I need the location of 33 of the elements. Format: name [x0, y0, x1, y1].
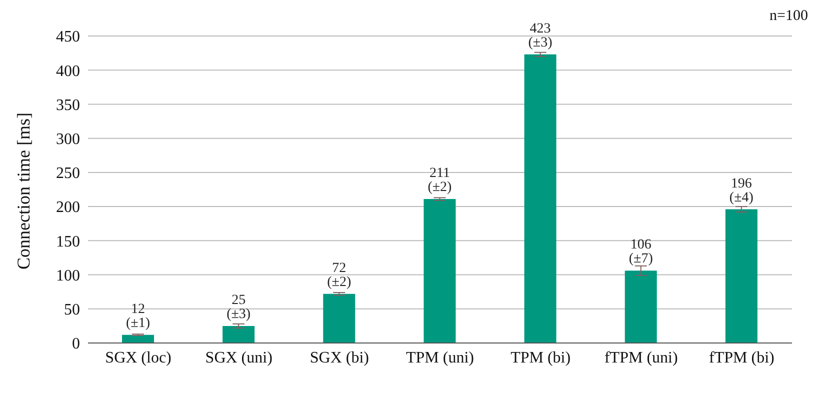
bar — [222, 326, 255, 343]
bar — [725, 209, 758, 343]
data-label: 12 (±1) — [126, 302, 150, 331]
x-tick-label: fTPM (bi) — [709, 349, 774, 366]
data-label: 211 (±2) — [428, 166, 452, 196]
y-tick-label: 400 — [56, 62, 80, 80]
y-tick-label: 100 — [56, 267, 80, 284]
data-label: 25 (±3) — [226, 292, 251, 322]
data-label: 72 (±2) — [327, 260, 352, 290]
bar — [323, 294, 356, 343]
y-tick-label: 0 — [72, 336, 80, 353]
data-label: 423 (±3) — [528, 21, 553, 50]
y-tick-label: 150 — [56, 233, 80, 250]
data-label: 106 (±7) — [628, 238, 654, 267]
x-tick-label: TPM (bi) — [510, 349, 571, 366]
bar — [424, 199, 456, 343]
y-tick-label: 200 — [56, 199, 80, 216]
x-tick-label: SGX (bi) — [310, 349, 369, 366]
x-tick-label: fTPM (uni) — [604, 349, 678, 366]
x-tick-label: SGX (uni) — [205, 349, 272, 366]
y-tick-label: 350 — [56, 96, 80, 114]
y-tick-label: 450 — [56, 28, 80, 46]
bar — [122, 334, 154, 343]
bar — [524, 54, 556, 343]
y-tick-label: 300 — [56, 131, 80, 148]
x-tick-label: TPM (uni) — [406, 349, 474, 366]
data-label: 196 (±4) — [729, 176, 754, 206]
bar — [624, 270, 657, 343]
text: n=100 — [770, 8, 808, 25]
y-tick-label: 250 — [56, 165, 80, 182]
y-axis-title: Connection time [ms] — [13, 112, 34, 270]
x-tick-label: SGX (loc) — [105, 349, 172, 366]
y-tick-label: 50 — [64, 302, 80, 319]
